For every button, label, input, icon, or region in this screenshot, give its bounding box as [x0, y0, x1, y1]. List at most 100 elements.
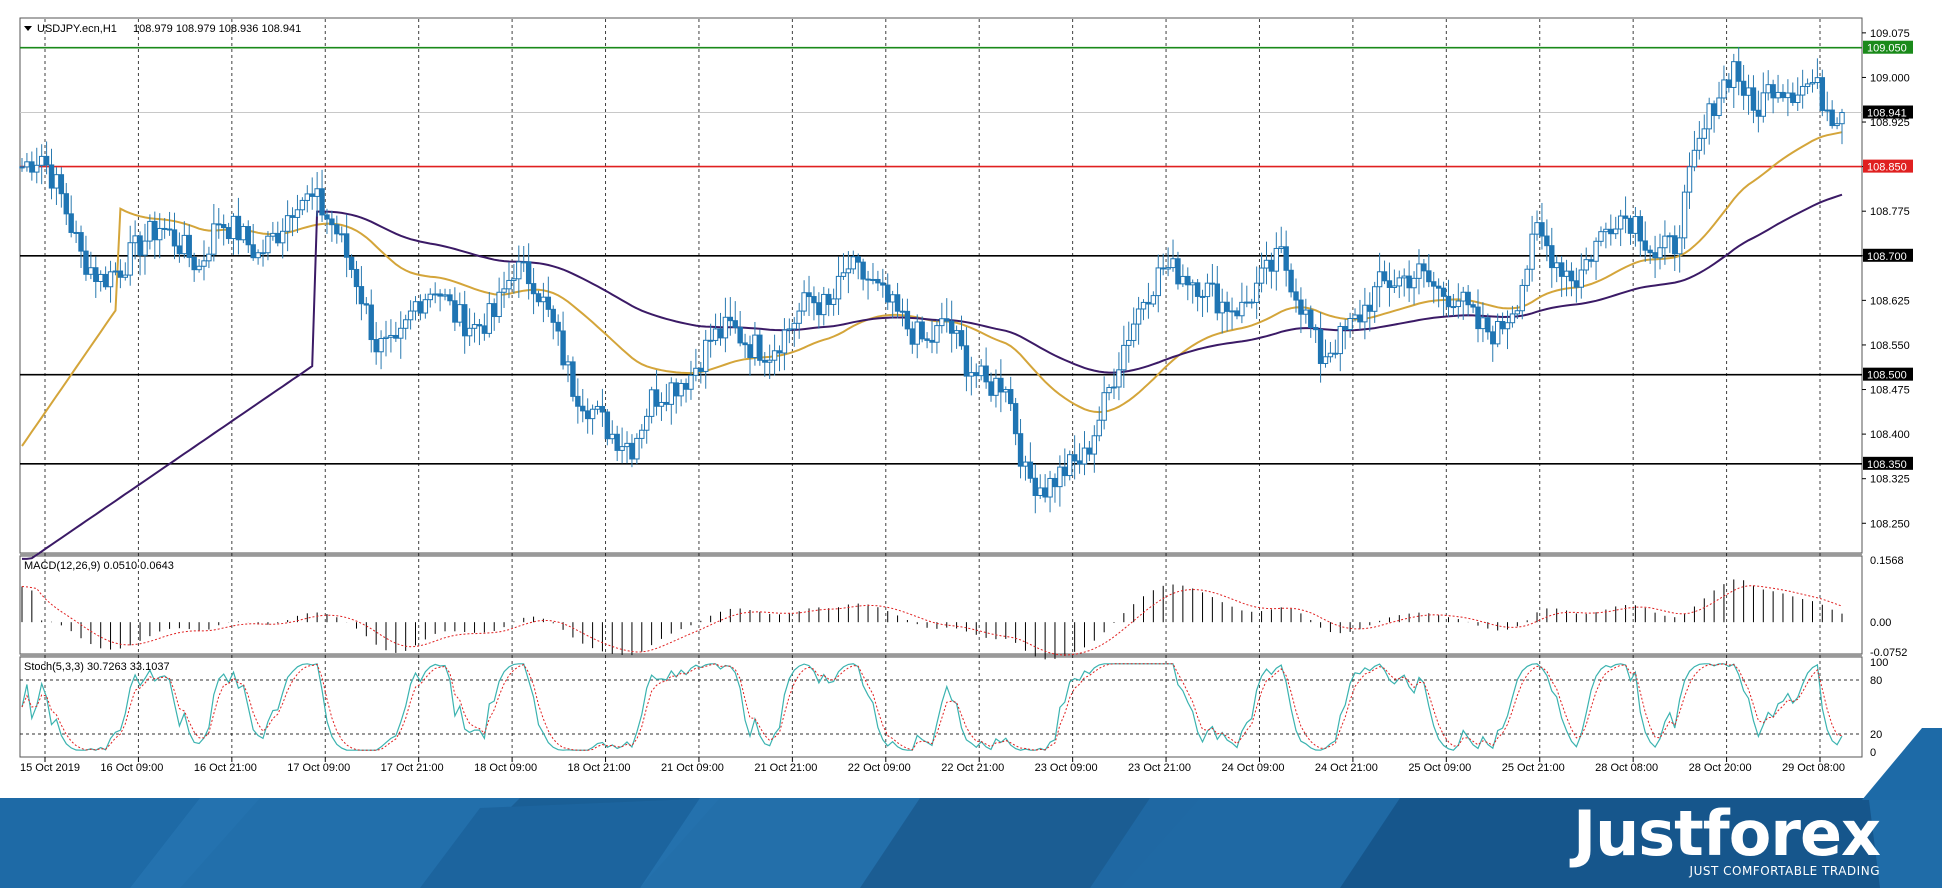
stoch-title: Stoch(5,3,3) 30.7263 33.1037 — [24, 661, 170, 673]
candle-body — [663, 401, 670, 405]
candle-body — [38, 155, 45, 166]
candle-body — [683, 382, 689, 390]
candle-body — [1071, 454, 1078, 462]
candle-body — [1126, 339, 1132, 346]
candle-body — [496, 291, 502, 318]
candle-body — [1140, 301, 1147, 310]
candle-body — [944, 318, 950, 322]
candle-body — [1175, 258, 1181, 285]
candle-body — [914, 321, 920, 345]
candle-body — [570, 361, 576, 397]
candle-body — [540, 296, 547, 303]
candle-body — [393, 334, 399, 339]
candle-body — [245, 226, 251, 246]
candle-body — [1047, 477, 1053, 498]
candle-body — [1185, 275, 1191, 286]
candle-body — [1249, 301, 1255, 304]
candle-body — [1081, 447, 1088, 465]
candle-body — [752, 334, 758, 359]
stoch-y-label: 80 — [1870, 675, 1882, 687]
candle-body — [1686, 166, 1693, 193]
candle-body — [1642, 240, 1648, 251]
level-tag — [1863, 159, 1913, 173]
candle-body — [34, 164, 40, 173]
candle-body — [417, 301, 424, 314]
x-tick-label: 25 Oct 09:00 — [1408, 762, 1471, 774]
candle-body — [889, 294, 896, 303]
candle-body — [1726, 79, 1732, 88]
candle-body — [1421, 263, 1427, 272]
candle-body — [1455, 300, 1462, 308]
candle-body — [1194, 282, 1201, 297]
candle-body — [727, 316, 734, 322]
candle-body — [1691, 149, 1698, 168]
level-tag-label: 109.050 — [1867, 43, 1907, 55]
candle-body — [624, 442, 630, 448]
candle-body — [1239, 301, 1245, 317]
candle-body — [1332, 352, 1339, 355]
candle-body — [1386, 280, 1393, 288]
candle-body — [447, 294, 453, 302]
candle-body — [1253, 282, 1260, 303]
candle-body — [486, 303, 492, 334]
candle-body — [471, 324, 478, 329]
candle-body — [1199, 295, 1206, 298]
candle-body — [707, 339, 714, 342]
candle-body — [1706, 103, 1712, 130]
candle-body — [1539, 222, 1545, 237]
candle-body — [1563, 270, 1570, 277]
candle-body — [1578, 269, 1584, 288]
candle-body — [840, 272, 847, 277]
candle-body — [766, 359, 773, 363]
candle-body — [525, 261, 532, 285]
candle-body — [1755, 109, 1762, 117]
candle-body — [78, 232, 84, 252]
candle-body — [511, 278, 517, 281]
candle-body — [1760, 92, 1766, 117]
x-tick-label: 18 Oct 21:00 — [568, 762, 631, 774]
candle-body — [875, 278, 881, 284]
candle-body — [176, 245, 183, 255]
candle-body — [1376, 271, 1383, 288]
macd-signal-line — [21, 585, 1843, 656]
x-tick-label: 17 Oct 21:00 — [381, 762, 444, 774]
candle-body — [963, 345, 970, 377]
candle-body — [1091, 435, 1098, 455]
macd-y-label: -0.0752 — [1870, 647, 1907, 659]
candle-body — [383, 336, 389, 340]
candle-body — [132, 235, 138, 244]
candle-body — [604, 411, 611, 440]
candle-body — [717, 328, 724, 339]
x-tick-label: 24 Oct 21:00 — [1315, 762, 1378, 774]
candle-body — [1017, 433, 1024, 467]
candle-body — [437, 293, 443, 297]
candle-body — [1814, 77, 1821, 84]
candle-body — [19, 166, 25, 169]
candle-body — [742, 342, 748, 346]
x-tick-label: 29 Oct 08:00 — [1782, 762, 1845, 774]
level-tag — [1863, 456, 1913, 470]
candle-body — [1780, 91, 1786, 99]
candle-body — [58, 174, 65, 195]
candle-body — [1263, 259, 1270, 269]
candle-body — [1317, 329, 1324, 364]
candle-body — [850, 256, 856, 270]
candle-body — [722, 316, 729, 339]
candle-body — [1583, 259, 1589, 271]
level-tag-label: 108.500 — [1867, 370, 1907, 382]
candle-body — [1627, 217, 1634, 234]
candle-body — [388, 334, 394, 338]
candle-body — [1696, 137, 1703, 151]
candle-body — [1435, 285, 1442, 289]
candle-body — [1155, 267, 1161, 297]
chart-menu-icon[interactable] — [24, 26, 32, 31]
candle-body — [1209, 282, 1216, 285]
stoch-k-line — [21, 663, 1843, 751]
candle-body — [1534, 222, 1540, 235]
candle-body — [1258, 267, 1265, 284]
ma-slow-line — [22, 193, 1843, 560]
candle-body — [402, 319, 409, 329]
candle-body — [329, 218, 335, 226]
candle-body — [885, 284, 891, 303]
x-tick-label: 23 Oct 21:00 — [1128, 762, 1191, 774]
